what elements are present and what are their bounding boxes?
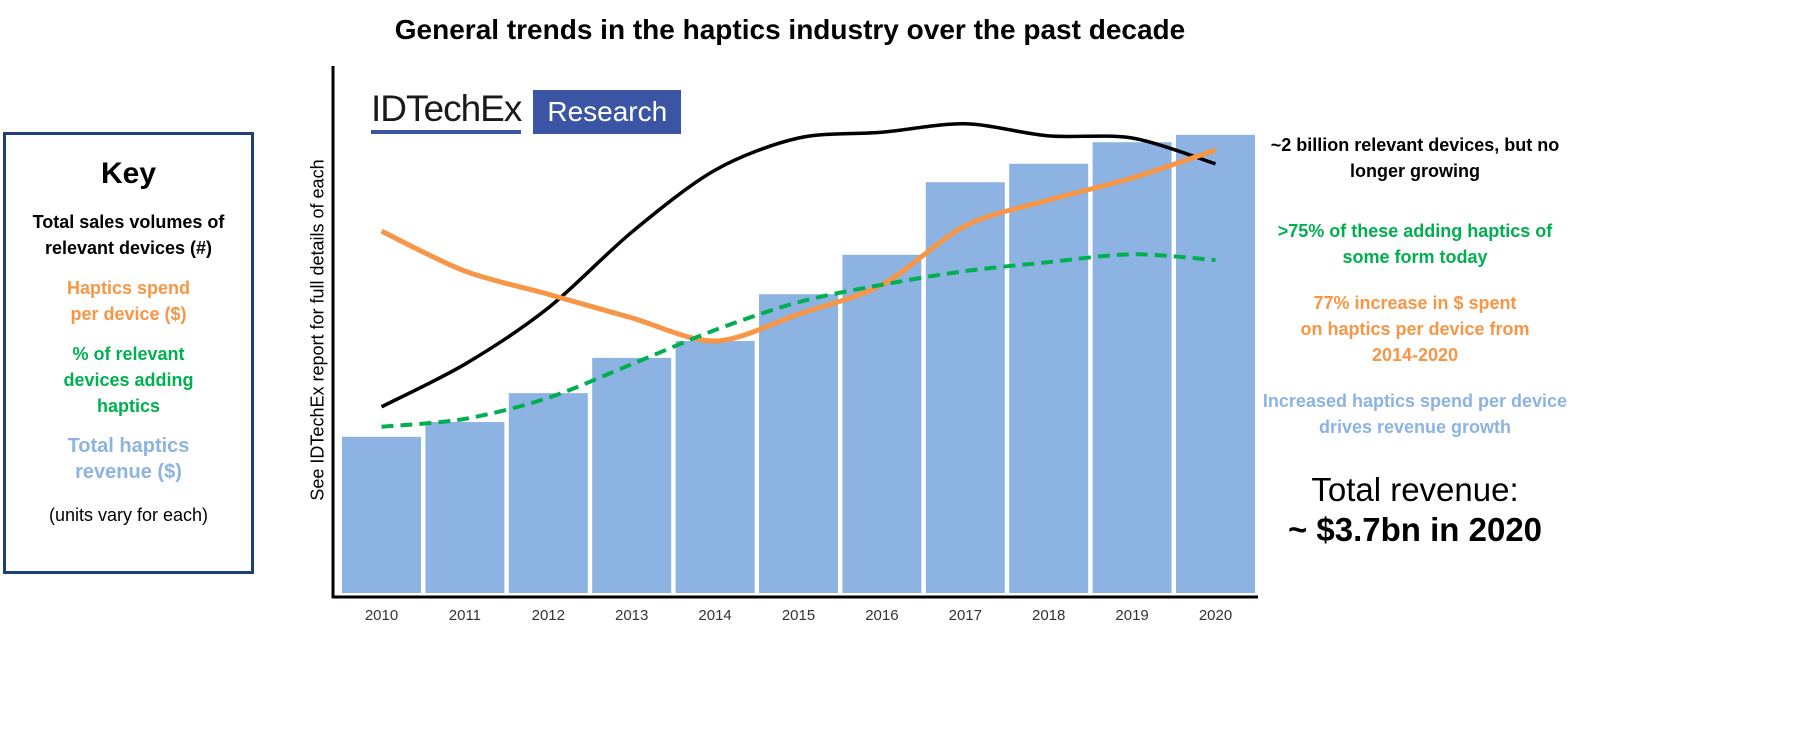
x-tick-label: 2012 [532, 607, 565, 624]
key-legend: Key Total sales volumes of relevant devi… [3, 132, 254, 574]
x-tick-label: 2020 [1199, 607, 1232, 624]
bar-2014 [675, 341, 755, 593]
key-item-percent-adding: % of relevant devices adding haptics [63, 344, 194, 416]
total-revenue-value: ~ $3.7bn in 2020 [1287, 511, 1543, 548]
bar-2015 [759, 294, 838, 593]
y-axis-label: See IDTechEx report for full details of … [307, 159, 328, 501]
key-item-sales-volume: Total sales volumes of relevant devices … [32, 212, 225, 258]
annotation-devices: ~2 billion relevant devices, but no long… [1270, 135, 1560, 181]
x-tick-label: 2011 [449, 607, 481, 624]
annotation-spend-increase: 77% increase in $ spent on haptics per d… [1300, 293, 1530, 365]
total-revenue: Total revenue: ~ $3.7bn in 2020 [1260, 470, 1570, 550]
x-tick-label: 2016 [865, 607, 898, 624]
bar-2010 [342, 436, 421, 593]
logo-brand: IDTechEx [371, 90, 522, 134]
bar-2016 [842, 254, 922, 594]
idtechex-logo: IDTechEx Research [371, 90, 682, 134]
bar-2019 [1092, 142, 1172, 593]
x-tick-label: 2017 [949, 607, 982, 624]
key-note: (units vary for each) [48, 505, 209, 525]
bar-2011 [425, 422, 505, 593]
total-revenue-label: Total revenue: [1311, 471, 1519, 508]
series-line-0 [380, 122, 1217, 409]
chart-title: General trends in the haptics industry o… [394, 14, 1186, 45]
key-item-revenue: Total haptics revenue ($) [67, 435, 190, 483]
x-tick-label: 2014 [698, 607, 731, 624]
key-item-spend-per-device: Haptics spend per device ($) [66, 278, 191, 324]
logo-tag: Research [533, 90, 682, 134]
bar-2020 [1176, 134, 1255, 593]
annotation-adding-haptics: >75% of these adding haptics of some for… [1277, 221, 1553, 267]
bar-2018 [1009, 163, 1089, 593]
bar-2017 [925, 182, 1005, 593]
series-line-2 [381, 252, 1216, 429]
key-title: Key [100, 157, 157, 190]
annotation-revenue-growth: Increased haptics spend per device drive… [1262, 391, 1568, 437]
x-tick-label: 2015 [782, 607, 815, 624]
x-tick-label: 2010 [365, 607, 398, 624]
series-line-1 [380, 147, 1217, 344]
bar-2013 [592, 357, 672, 593]
bar-2012 [508, 393, 588, 593]
x-tick-label: 2019 [1115, 607, 1148, 624]
x-tick-label: 2013 [615, 607, 648, 624]
x-tick-label: 2018 [1032, 607, 1065, 624]
